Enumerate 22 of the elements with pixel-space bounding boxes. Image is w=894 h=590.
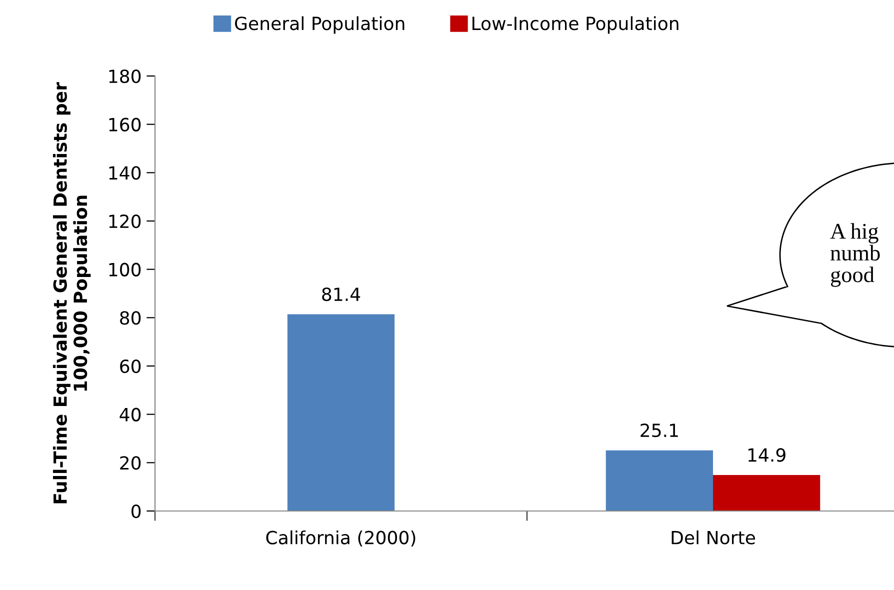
- y-tick-label: 180: [109, 69, 141, 84]
- y-tick-label: 160: [109, 118, 141, 132]
- annotation: A hig numb good: [830, 223, 880, 287]
- legend-label: Low-Income Population: [472, 16, 678, 34]
- y-tick-label: 60: [120, 359, 141, 374]
- y-tick-label: 80: [120, 311, 141, 325]
- data-label: 25.1: [640, 424, 678, 438]
- y-tick-label: 40: [120, 408, 141, 422]
- bar: [606, 450, 713, 511]
- x-tick-label: California (2000): [266, 530, 416, 547]
- y-tick-label: 120: [109, 214, 141, 228]
- bar: [713, 474, 820, 511]
- data-label: 14.9: [748, 448, 786, 462]
- legend-label: General Population: [235, 16, 404, 34]
- y-tick-label: 0: [132, 504, 141, 518]
- bar: [287, 314, 395, 511]
- y-tick-label: 20: [120, 456, 141, 470]
- x-tick-label: Del Norte: [672, 530, 756, 544]
- y-axis-title: Full-Time Equivalent General Dentists per 100,000 Population: [52, 82, 91, 504]
- y-tick-label: 100: [109, 262, 141, 276]
- data-label: 81.4: [322, 287, 360, 302]
- y-tick-label: 140: [109, 166, 141, 180]
